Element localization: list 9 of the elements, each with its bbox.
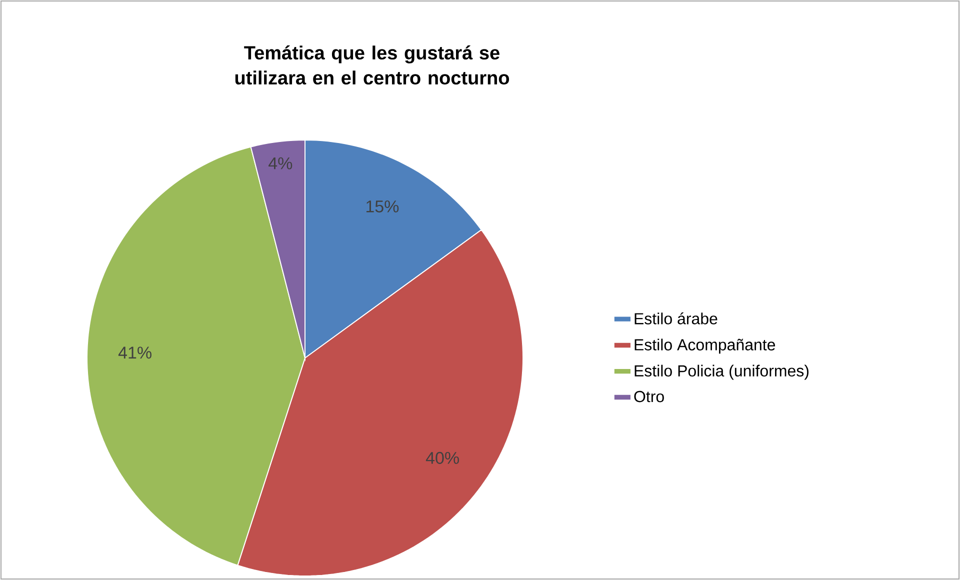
data-label: 40%: [426, 452, 459, 464]
chart-title: Temática que les gustará se utilizara en el centro nocturno: [235, 45, 510, 85]
legend-label: Estilo árabe: [634, 312, 718, 324]
legend-label: Otro: [634, 390, 664, 402]
legend-label: Estilo Acompañante: [634, 338, 776, 354]
data-label: 4%: [268, 157, 292, 170]
data-label: 41%: [118, 346, 152, 359]
legend-label: Estilo Policia (uniformes): [634, 364, 808, 380]
data-label: 15%: [366, 200, 399, 212]
